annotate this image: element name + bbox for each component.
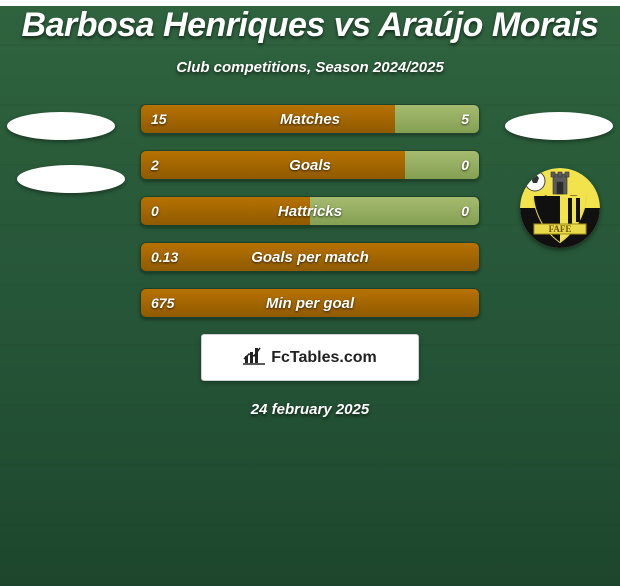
- stat-value-right: 0: [461, 197, 469, 225]
- page-title: Barbosa Henriques vs Araújo Morais: [0, 6, 620, 45]
- stat-value-left: 2: [151, 151, 159, 179]
- stat-value-right: 0: [461, 151, 469, 179]
- stat-row: Hattricks00: [140, 196, 480, 226]
- stat-value-left: 675: [151, 289, 174, 317]
- stat-value-left: 0.13: [151, 243, 178, 271]
- stats-area: A D FAFE Matches155Goals20Hattricks00Goa…: [0, 104, 620, 318]
- stat-value-right: 5: [461, 105, 469, 133]
- stat-rows: Matches155Goals20Hattricks00Goals per ma…: [140, 104, 480, 318]
- player-right-avatar: [505, 112, 613, 140]
- banner-text: FcTables.com: [271, 349, 377, 367]
- subtitle: Club competitions, Season 2024/2025: [0, 59, 620, 76]
- player-right-club-badge: A D FAFE: [520, 168, 600, 248]
- date: 24 february 2025: [0, 401, 620, 418]
- stat-value-left: 15: [151, 105, 167, 133]
- player-left-club-avatar: [17, 165, 125, 193]
- stat-row: Matches155: [140, 104, 480, 134]
- chart-icon: [243, 345, 265, 370]
- fctables-banner: FcTables.com: [201, 334, 419, 381]
- stat-row: Goals20: [140, 150, 480, 180]
- svg-text:FAFE: FAFE: [549, 224, 572, 234]
- stat-row: Goals per match0.13: [140, 242, 480, 272]
- player-left-avatar: [7, 112, 115, 140]
- stat-row: Min per goal675: [140, 288, 480, 318]
- stat-value-left: 0: [151, 197, 159, 225]
